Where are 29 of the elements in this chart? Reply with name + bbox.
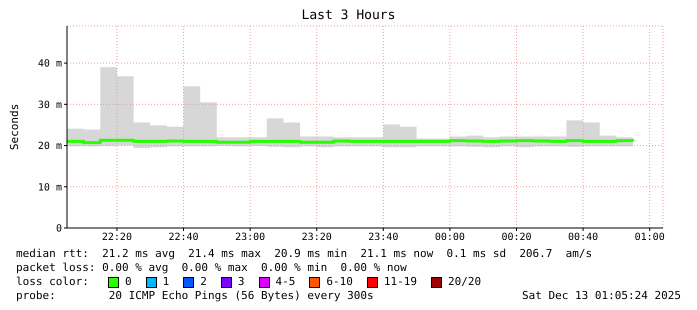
legend-label: 11-19 — [382, 275, 417, 289]
text: packet loss: 0.00 % avg 0.00 % max 0.00 % min 0.00 % now — [16, 261, 408, 275]
legend-label: 4-5 — [274, 275, 296, 289]
legend-label: 3 — [236, 275, 244, 289]
x-tick-label: 23:20 — [302, 232, 332, 244]
x-tick-label: 22:40 — [168, 232, 199, 244]
x-tick-label: 23:40 — [368, 232, 398, 244]
text: median rtt: 21.2 ms avg 21.4 ms max 20.9 ms min 21.1 ms now 0.1 ms sd 206.7 am/s — [16, 247, 594, 261]
legend-label: 1 — [162, 275, 170, 289]
text: Sat Dec 13 01:05:24 2025 — [522, 289, 681, 303]
legend-title: loss color: — [16, 275, 90, 289]
y-tick-label: 0 — [56, 224, 62, 235]
x-tick-label: 00:00 — [434, 232, 465, 244]
x-tick-label: 01:00 — [634, 232, 665, 244]
legend-label: 6-10 — [325, 275, 353, 289]
y-tick-label: 10 m — [38, 182, 62, 194]
x-tick-label: 00:40 — [568, 232, 598, 244]
x-tick-label: 00:20 — [501, 232, 532, 244]
y-axis-title: Seconds — [8, 104, 21, 150]
x-tick-label: 23:00 — [235, 232, 266, 244]
legend-label: 20/20 — [447, 275, 482, 289]
text: probe: 20 ICMP Echo Pings (56 Bytes) every 300s — [16, 289, 374, 303]
x-tick-label: 22:20 — [102, 232, 132, 244]
legend-label: 0 — [124, 275, 132, 289]
y-tick-label: 20 m — [38, 141, 62, 152]
y-tick-label: 40 m — [38, 58, 62, 70]
y-tick-label: 30 m — [38, 100, 62, 111]
legend-label: 2 — [199, 275, 207, 289]
chart-title: Last 3 Hours — [300, 8, 396, 23]
